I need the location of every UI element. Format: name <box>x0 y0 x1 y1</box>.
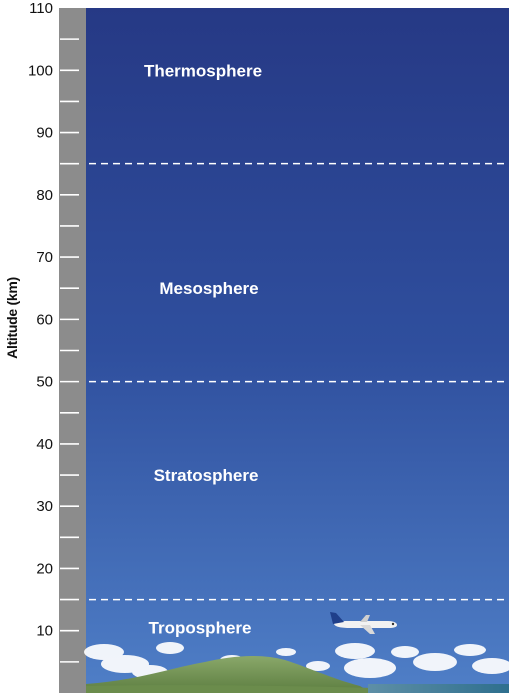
layer-label-stratosphere: Stratosphere <box>154 466 259 485</box>
tick-label-60: 60 <box>36 311 53 328</box>
tick-label-50: 50 <box>36 374 53 391</box>
axis-tick-labels: 10 20 30 40 50 60 70 80 90 100 110 <box>28 0 53 640</box>
tick-label-40: 40 <box>36 436 53 453</box>
sky-background <box>86 8 509 693</box>
sea <box>368 684 509 693</box>
tick-label-10: 10 <box>36 623 53 640</box>
axis-ticks <box>60 39 79 662</box>
tick-label-70: 70 <box>36 249 53 266</box>
tick-label-100: 100 <box>28 62 53 79</box>
tick-label-20: 20 <box>36 560 53 577</box>
tick-label-30: 30 <box>36 498 53 515</box>
layer-label-mesosphere: Mesosphere <box>159 279 258 298</box>
tick-label-110: 110 <box>29 0 53 17</box>
tick-label-90: 90 <box>36 125 53 142</box>
tick-label-80: 80 <box>36 187 53 204</box>
layer-label-troposphere: Troposphere <box>149 619 252 638</box>
layer-label-thermosphere: Thermosphere <box>144 61 262 80</box>
